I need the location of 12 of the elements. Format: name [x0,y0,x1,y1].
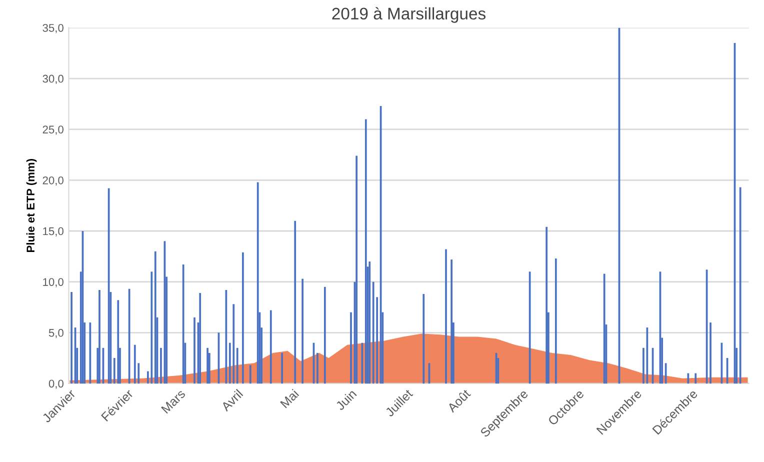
chart-title: 2019 à Marsillargues [332,7,486,23]
y-axis-title: Pluie et ETP (mm) [26,159,37,252]
y-tick-label: 15,0 [43,227,64,236]
y-tick-label: 10,0 [43,278,64,288]
y-tick-label: 35,0 [42,24,64,34]
y-tick-label: 5,0 [48,328,64,338]
x-tick-label: Mai [280,388,300,408]
y-tick-label: 0,0 [48,380,64,389]
x-tick-label: Juin [334,388,357,411]
y-tick-label: 30,0 [42,74,64,84]
y-tick-label: 25,0 [42,126,64,135]
y-tick-label: 20,0 [42,176,64,186]
